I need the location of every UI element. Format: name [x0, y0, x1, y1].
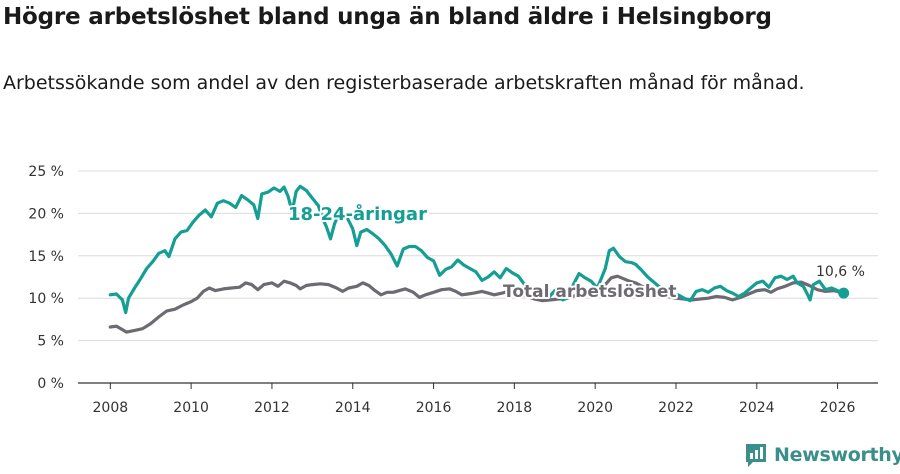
y-tick-label: 25 % — [28, 164, 64, 180]
y-tick-label: 15 % — [28, 249, 64, 265]
y-tick-label: 20 % — [28, 206, 64, 222]
y-tick-label: 0 % — [37, 376, 64, 392]
end-value-label: 10,6 % — [816, 264, 865, 280]
x-tick-label: 2024 — [739, 400, 775, 416]
x-axis: 2008 2010 2012 2014 2016 2018 2020 2022 2024 2026 — [78, 382, 878, 416]
x-tick-label: 2022 — [658, 400, 694, 416]
series-labels: 18-24-åringar Total arbetslöshet 10,6 % — [286, 201, 866, 304]
x-tick-label: 2010 — [173, 400, 209, 416]
x-tick-label: 2020 — [577, 400, 613, 416]
x-tick-label: 2018 — [497, 400, 533, 416]
series-line-0 — [108, 184, 846, 315]
y-axis-ticks: 0 % 5 % 10 % 15 % 20 % 25 % — [28, 164, 64, 392]
gridlines — [78, 170, 878, 342]
x-tick-label: 2008 — [93, 400, 129, 416]
brand-name: Newsworthy — [774, 444, 900, 466]
series-label-total: Total arbetslöshet — [503, 282, 677, 302]
series-line-1 — [108, 274, 846, 334]
y-tick-label: 10 % — [28, 291, 64, 307]
x-tick-label: 2016 — [416, 400, 452, 416]
chart-title: Högre arbetslöshet bland unga än bland ä… — [3, 4, 772, 30]
x-tick-label: 2012 — [254, 400, 290, 416]
brand-logo: Newsworthy — [744, 442, 900, 468]
end-point-marker — [838, 287, 850, 299]
x-tick-label: 2014 — [335, 400, 371, 416]
series-label-youth: 18-24-åringar — [288, 203, 427, 225]
bar-chart-logo-icon — [746, 444, 766, 467]
chart-subtitle: Arbetssökande som andel av den registerb… — [3, 72, 805, 94]
series-lines — [108, 184, 846, 334]
line-chart: 0 %5 %10 %15 %20 %25 % 2008 2010 2012 2014 2… — [28, 164, 878, 416]
x-tick-label: 2026 — [820, 400, 856, 416]
y-tick-label: 5 % — [37, 334, 64, 350]
